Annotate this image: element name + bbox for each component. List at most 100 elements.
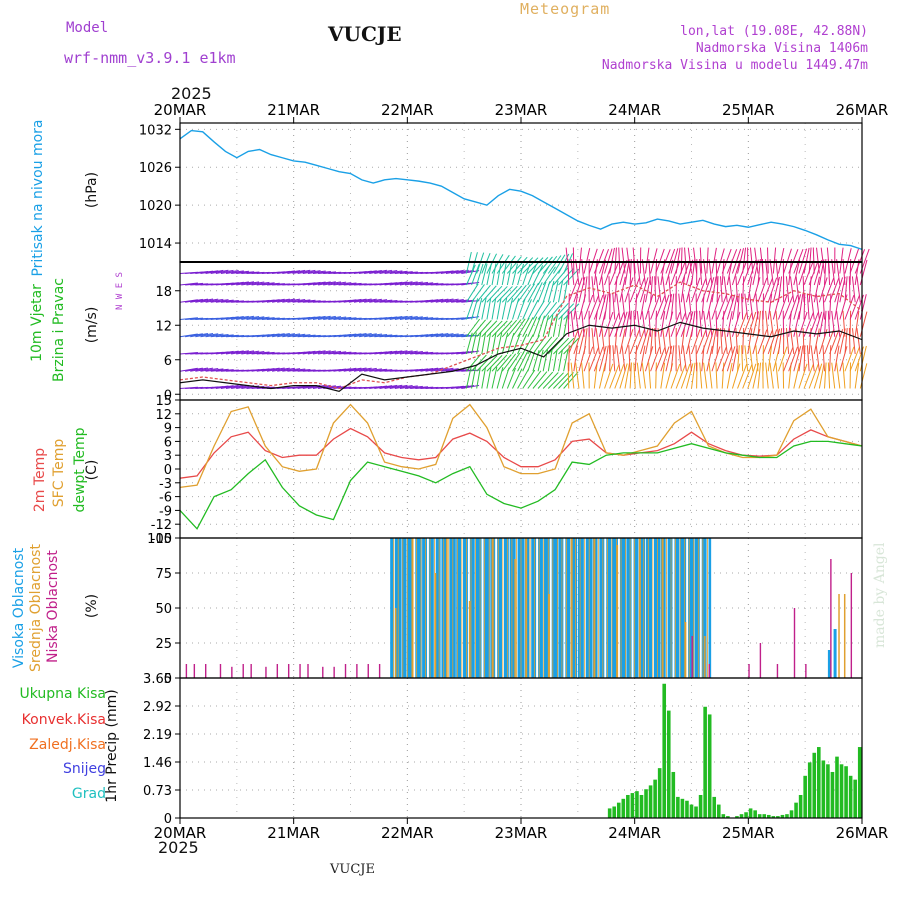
wind-arrow xyxy=(644,247,650,274)
wind-arrow xyxy=(789,328,795,355)
y-tick-label: 3 xyxy=(164,449,172,464)
wind-arrow xyxy=(271,367,290,372)
wind-arrow xyxy=(277,270,296,274)
wind-arrow xyxy=(783,295,794,320)
cloud-mid-bar xyxy=(491,538,494,678)
wind-arrow xyxy=(486,332,492,355)
wind-arrow xyxy=(231,315,249,320)
cloud-low-bar xyxy=(322,666,324,678)
wind-arrow xyxy=(517,317,530,338)
cloud-high-bar xyxy=(449,538,452,678)
wind-arrow xyxy=(829,329,840,355)
wind-arrow xyxy=(399,315,418,320)
wind-arrow xyxy=(701,277,712,303)
cloud-high-bar xyxy=(464,538,468,678)
wind-arrow xyxy=(744,293,749,320)
wind-arrow xyxy=(491,366,498,389)
wind-arrow xyxy=(608,276,611,303)
wind-arrow xyxy=(737,293,740,320)
wind-arrow xyxy=(205,368,224,372)
wind-arrow xyxy=(822,345,825,372)
wind-arrow xyxy=(703,362,708,389)
y-tick-label: 15 xyxy=(155,394,172,409)
wind-arrow xyxy=(639,329,649,355)
wind-arrow xyxy=(185,282,204,286)
precip-bar xyxy=(712,796,717,818)
wind-arrow xyxy=(512,284,527,303)
wind-arrow xyxy=(420,282,439,286)
wind-arrow xyxy=(636,310,641,337)
wind-arrow xyxy=(358,270,377,274)
wind-arrow xyxy=(775,259,779,286)
wind-arrow xyxy=(389,281,408,286)
wind-arrow xyxy=(798,293,804,320)
wind-arrow xyxy=(215,334,234,338)
wind-arrow xyxy=(648,362,652,389)
wind-arrow xyxy=(691,310,696,337)
wind-arrow xyxy=(762,329,773,355)
wind-arrow xyxy=(547,302,564,320)
wind-arrow xyxy=(803,364,814,389)
wind-arrow xyxy=(338,367,357,372)
wind-arrow xyxy=(333,386,352,389)
wind-arrow xyxy=(813,259,823,286)
wind-arrow xyxy=(420,333,439,338)
cloud-high-bar xyxy=(657,538,661,678)
wind-arrow xyxy=(726,294,736,320)
wind-arrow xyxy=(537,371,554,389)
wind-arrow xyxy=(829,277,840,303)
precip-bar xyxy=(812,752,817,818)
wind-arrow xyxy=(542,255,558,274)
wind-arrow xyxy=(558,303,575,320)
wind-arrow xyxy=(369,299,388,303)
wind-arrow xyxy=(834,345,840,372)
wind-arrow xyxy=(810,345,815,372)
wind-arrow xyxy=(789,276,795,303)
wind-arrow xyxy=(558,337,575,355)
wind-arrow xyxy=(256,333,275,338)
wind-arrow xyxy=(312,350,331,355)
wind-arrow xyxy=(628,345,631,372)
wind-arrow xyxy=(742,364,753,389)
wind-arrow xyxy=(769,310,774,337)
wind-arrow xyxy=(575,310,580,337)
wind-arrow xyxy=(374,334,393,338)
wind-arrow xyxy=(619,259,628,286)
y-tick-label: 1.46 xyxy=(143,756,172,771)
wind-arrow xyxy=(639,345,646,372)
wind-arrow xyxy=(210,333,229,338)
wind-arrow xyxy=(496,263,502,286)
wind-arrow xyxy=(200,367,219,372)
wind-arrow xyxy=(471,264,480,286)
wind-arrow xyxy=(532,315,542,337)
wind-arrow xyxy=(547,372,564,389)
cloud-low-bar xyxy=(185,664,188,678)
wind-arrow xyxy=(839,247,844,274)
cloud-low-bar xyxy=(287,664,290,678)
wind-arrow xyxy=(496,332,503,355)
cloud-high-bar xyxy=(634,538,638,678)
wind-arrow xyxy=(668,328,672,355)
wind-arrow xyxy=(537,349,544,372)
wind-arrow xyxy=(501,319,518,338)
wind-arrow xyxy=(726,362,733,389)
wind-arrow xyxy=(328,316,347,320)
wind-arrow xyxy=(639,293,646,320)
wind-arrow xyxy=(810,293,815,320)
cloud-high-bar xyxy=(526,538,530,678)
wind-arrow xyxy=(670,260,681,286)
x-label-top: 25MAR xyxy=(722,101,775,119)
wind-arrow xyxy=(481,366,487,389)
wind-arrow xyxy=(567,362,570,389)
wind-arrow xyxy=(588,295,600,320)
cloud-low-bar xyxy=(759,643,762,678)
cloud-low-bar xyxy=(748,664,750,678)
wind-arrow xyxy=(826,247,831,274)
wind-arrow xyxy=(815,293,820,320)
wind-arrow xyxy=(662,276,667,303)
wind-arrow xyxy=(834,329,844,355)
wind-arrow xyxy=(831,259,836,286)
wind-arrow xyxy=(297,334,316,338)
wind-arrow xyxy=(711,294,721,320)
wind-arrow xyxy=(445,269,464,274)
